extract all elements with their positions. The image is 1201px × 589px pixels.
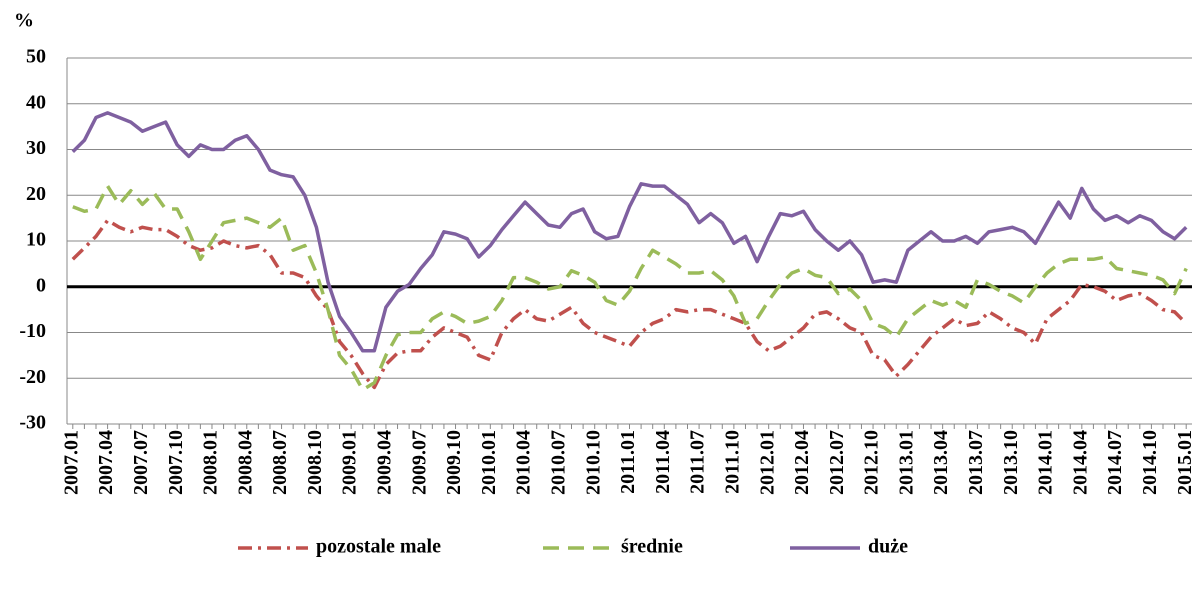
legend-label: średnie xyxy=(621,536,683,558)
y-tick-label: 0 xyxy=(36,274,46,296)
y-axis-label: % xyxy=(14,10,34,32)
x-tick-label: 2007.01 xyxy=(60,430,82,495)
x-tick-label: 2013.04 xyxy=(930,430,952,495)
x-tick-label: 2011.10 xyxy=(721,430,743,494)
x-tick-label: 2010.07 xyxy=(548,430,570,495)
legend-label: pozostale male xyxy=(316,536,441,558)
y-tick-label: 50 xyxy=(26,46,46,68)
x-tick-label: 2009.07 xyxy=(408,430,430,495)
x-tick-label: 2007.07 xyxy=(130,430,152,495)
x-tick-label: 2008.04 xyxy=(234,430,256,495)
legend-label: duże xyxy=(868,536,908,558)
series-line xyxy=(71,111,1188,353)
x-tick-label: 2014.10 xyxy=(1139,430,1161,495)
x-tick-label: 2011.04 xyxy=(652,430,674,494)
series-line xyxy=(72,184,1188,392)
x-tick-label: 2012.04 xyxy=(791,430,813,495)
x-tick-label: 2012.07 xyxy=(826,430,848,495)
y-tick-label: -10 xyxy=(19,320,46,342)
x-tick-label: 2011.01 xyxy=(617,430,639,494)
x-tick-label: 2010.04 xyxy=(513,430,535,495)
x-tick-label: 2014.04 xyxy=(1069,430,1091,495)
x-tick-label: 2011.07 xyxy=(687,430,709,494)
x-tick-label: 2008.07 xyxy=(269,430,291,495)
x-tick-label: 2009.01 xyxy=(339,430,361,495)
x-tick-label: 2008.01 xyxy=(200,430,222,495)
x-tick-label: 2008.10 xyxy=(304,430,326,495)
x-tick-label: 2013.10 xyxy=(1000,430,1022,495)
x-tick-label: 2012.10 xyxy=(861,430,883,495)
x-tick-label: 2013.01 xyxy=(895,430,917,495)
x-tick-label: 2007.04 xyxy=(95,430,117,495)
x-tick-label: 2014.01 xyxy=(1035,430,1057,495)
y-tick-label: 20 xyxy=(26,183,46,205)
y-tick-label: -20 xyxy=(19,366,46,388)
x-tick-label: 2013.07 xyxy=(965,430,987,495)
y-tick-label: 30 xyxy=(26,137,46,159)
x-tick-label: 2009.10 xyxy=(443,430,465,495)
x-tick-label: 2010.10 xyxy=(582,430,604,495)
x-tick-label: 2007.10 xyxy=(165,430,187,495)
x-tick-label: 2010.01 xyxy=(478,430,500,495)
y-tick-label: -30 xyxy=(19,412,46,434)
x-tick-label: 2009.04 xyxy=(374,430,396,495)
x-tick-label: 2015.01 xyxy=(1174,430,1196,495)
x-tick-label: 2014.07 xyxy=(1104,430,1126,495)
series-line xyxy=(71,218,1188,390)
y-tick-label: 40 xyxy=(26,91,46,113)
x-tick-label: 2012.01 xyxy=(756,430,778,495)
y-tick-label: 10 xyxy=(26,229,46,251)
